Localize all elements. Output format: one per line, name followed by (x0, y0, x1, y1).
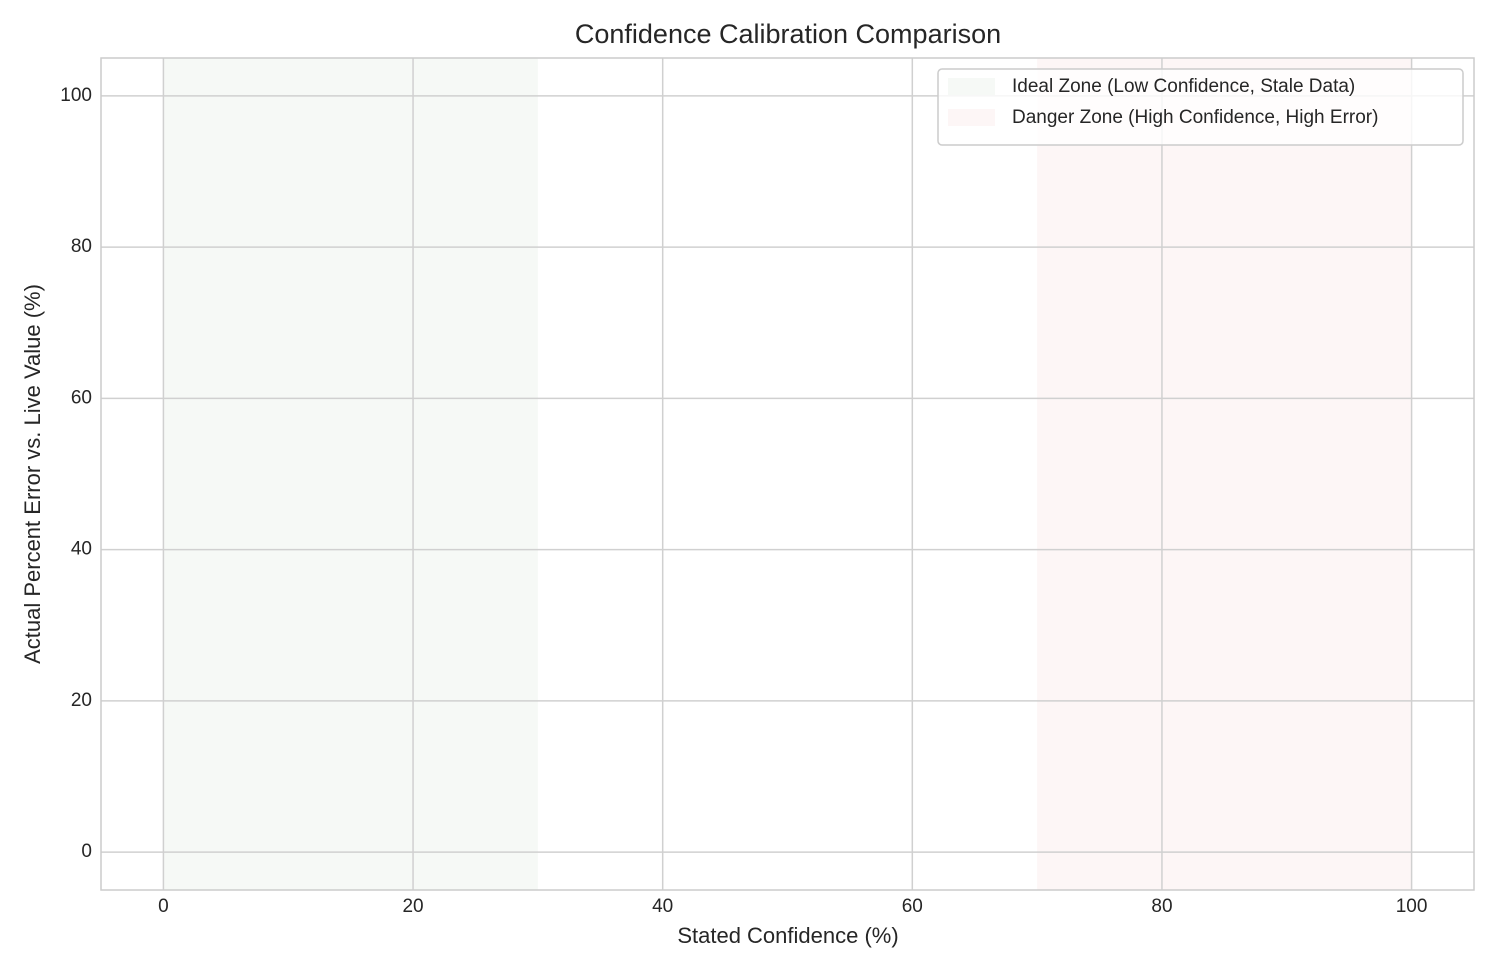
x-tick-label: 20 (402, 896, 423, 917)
y-tick-label: 80 (71, 236, 92, 257)
x-axis-label: Stated Confidence (%) (677, 923, 898, 948)
y-axis-label: Actual Percent Error vs. Live Value (%) (20, 284, 45, 664)
plot-frame (100, 57, 1475, 891)
chart-title: Confidence Calibration Comparison (575, 19, 1001, 49)
legend-label: Danger Zone (High Confidence, High Error… (1012, 107, 1378, 128)
legend-box (937, 68, 1464, 146)
legend: Ideal Zone (Low Confidence, Stale Data) D… (937, 68, 1464, 146)
y-tick-label: 100 (60, 85, 92, 106)
y-tick-label: 60 (71, 387, 92, 408)
legend-swatch (948, 109, 995, 126)
y-tick-label: 40 (71, 539, 92, 560)
y-tick-label: 20 (71, 690, 92, 711)
legend-swatch (948, 78, 995, 95)
shaded-span (1037, 58, 1412, 890)
legend-label: Ideal Zone (Low Confidence, Stale Data) (1012, 76, 1355, 97)
y-tick-label: 0 (81, 841, 92, 862)
x-tick-label: 40 (652, 896, 673, 917)
x-tick-label: 80 (1151, 896, 1172, 917)
x-tick-label: 60 (902, 896, 923, 917)
x-tick-label: 0 (158, 896, 169, 917)
shaded-span (163, 58, 538, 890)
x-tick-label: 100 (1396, 896, 1428, 917)
